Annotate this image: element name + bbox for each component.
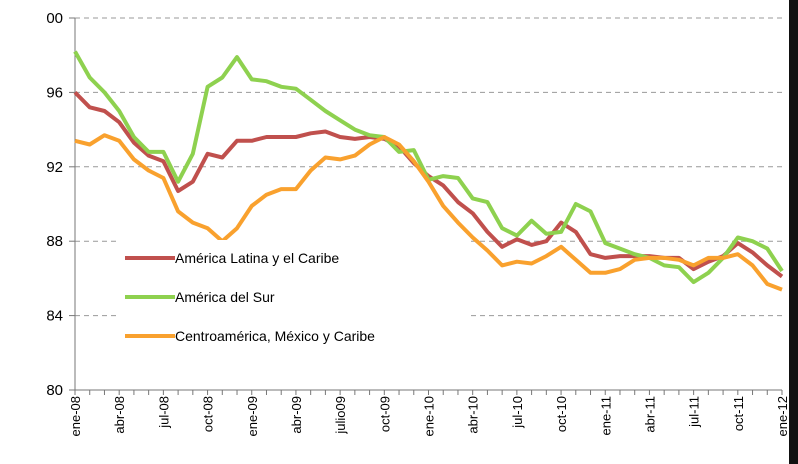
- series-line: [74, 133, 783, 292]
- x-tick-label: oct-08: [201, 396, 216, 432]
- x-tick-label: oct-11: [731, 396, 746, 431]
- y-tick-label: 80: [46, 382, 63, 399]
- x-tick-label: abr-11: [642, 396, 657, 433]
- y-tick-label: 92: [46, 159, 63, 176]
- x-tick-label: abr-10: [466, 396, 481, 434]
- x-tick-label: julio09: [333, 396, 348, 435]
- x-tick-label: abr-09: [289, 396, 304, 434]
- x-tick-label: jul-08: [156, 396, 171, 429]
- y-tick-label: 96: [46, 84, 63, 101]
- x-tick-label: ene-11: [598, 396, 613, 436]
- x-tick-label: oct-10: [554, 396, 569, 432]
- x-tick-label: ene-08: [68, 396, 83, 436]
- x-tick-label: oct-09: [377, 396, 392, 432]
- y-tick-label: 88: [46, 233, 63, 250]
- legend-label: Centroamérica, México y Caribe: [175, 328, 375, 344]
- y-tick-label: 84: [46, 308, 63, 325]
- legend-label: América Latina y el Caribe: [175, 250, 339, 266]
- x-tick-label: ene-09: [245, 396, 260, 436]
- x-tick-label: jul-10: [510, 396, 525, 429]
- legend-label: América del Sur: [175, 289, 275, 305]
- x-tick-label: ene-12: [775, 396, 790, 436]
- x-tick-label: jul-11: [687, 396, 702, 428]
- y-tick-label: 00: [46, 10, 63, 27]
- legend-box: [120, 240, 470, 352]
- x-tick-label: ene-10: [422, 396, 437, 436]
- window-edge: [789, 0, 798, 464]
- x-tick-label: abr-08: [112, 396, 127, 434]
